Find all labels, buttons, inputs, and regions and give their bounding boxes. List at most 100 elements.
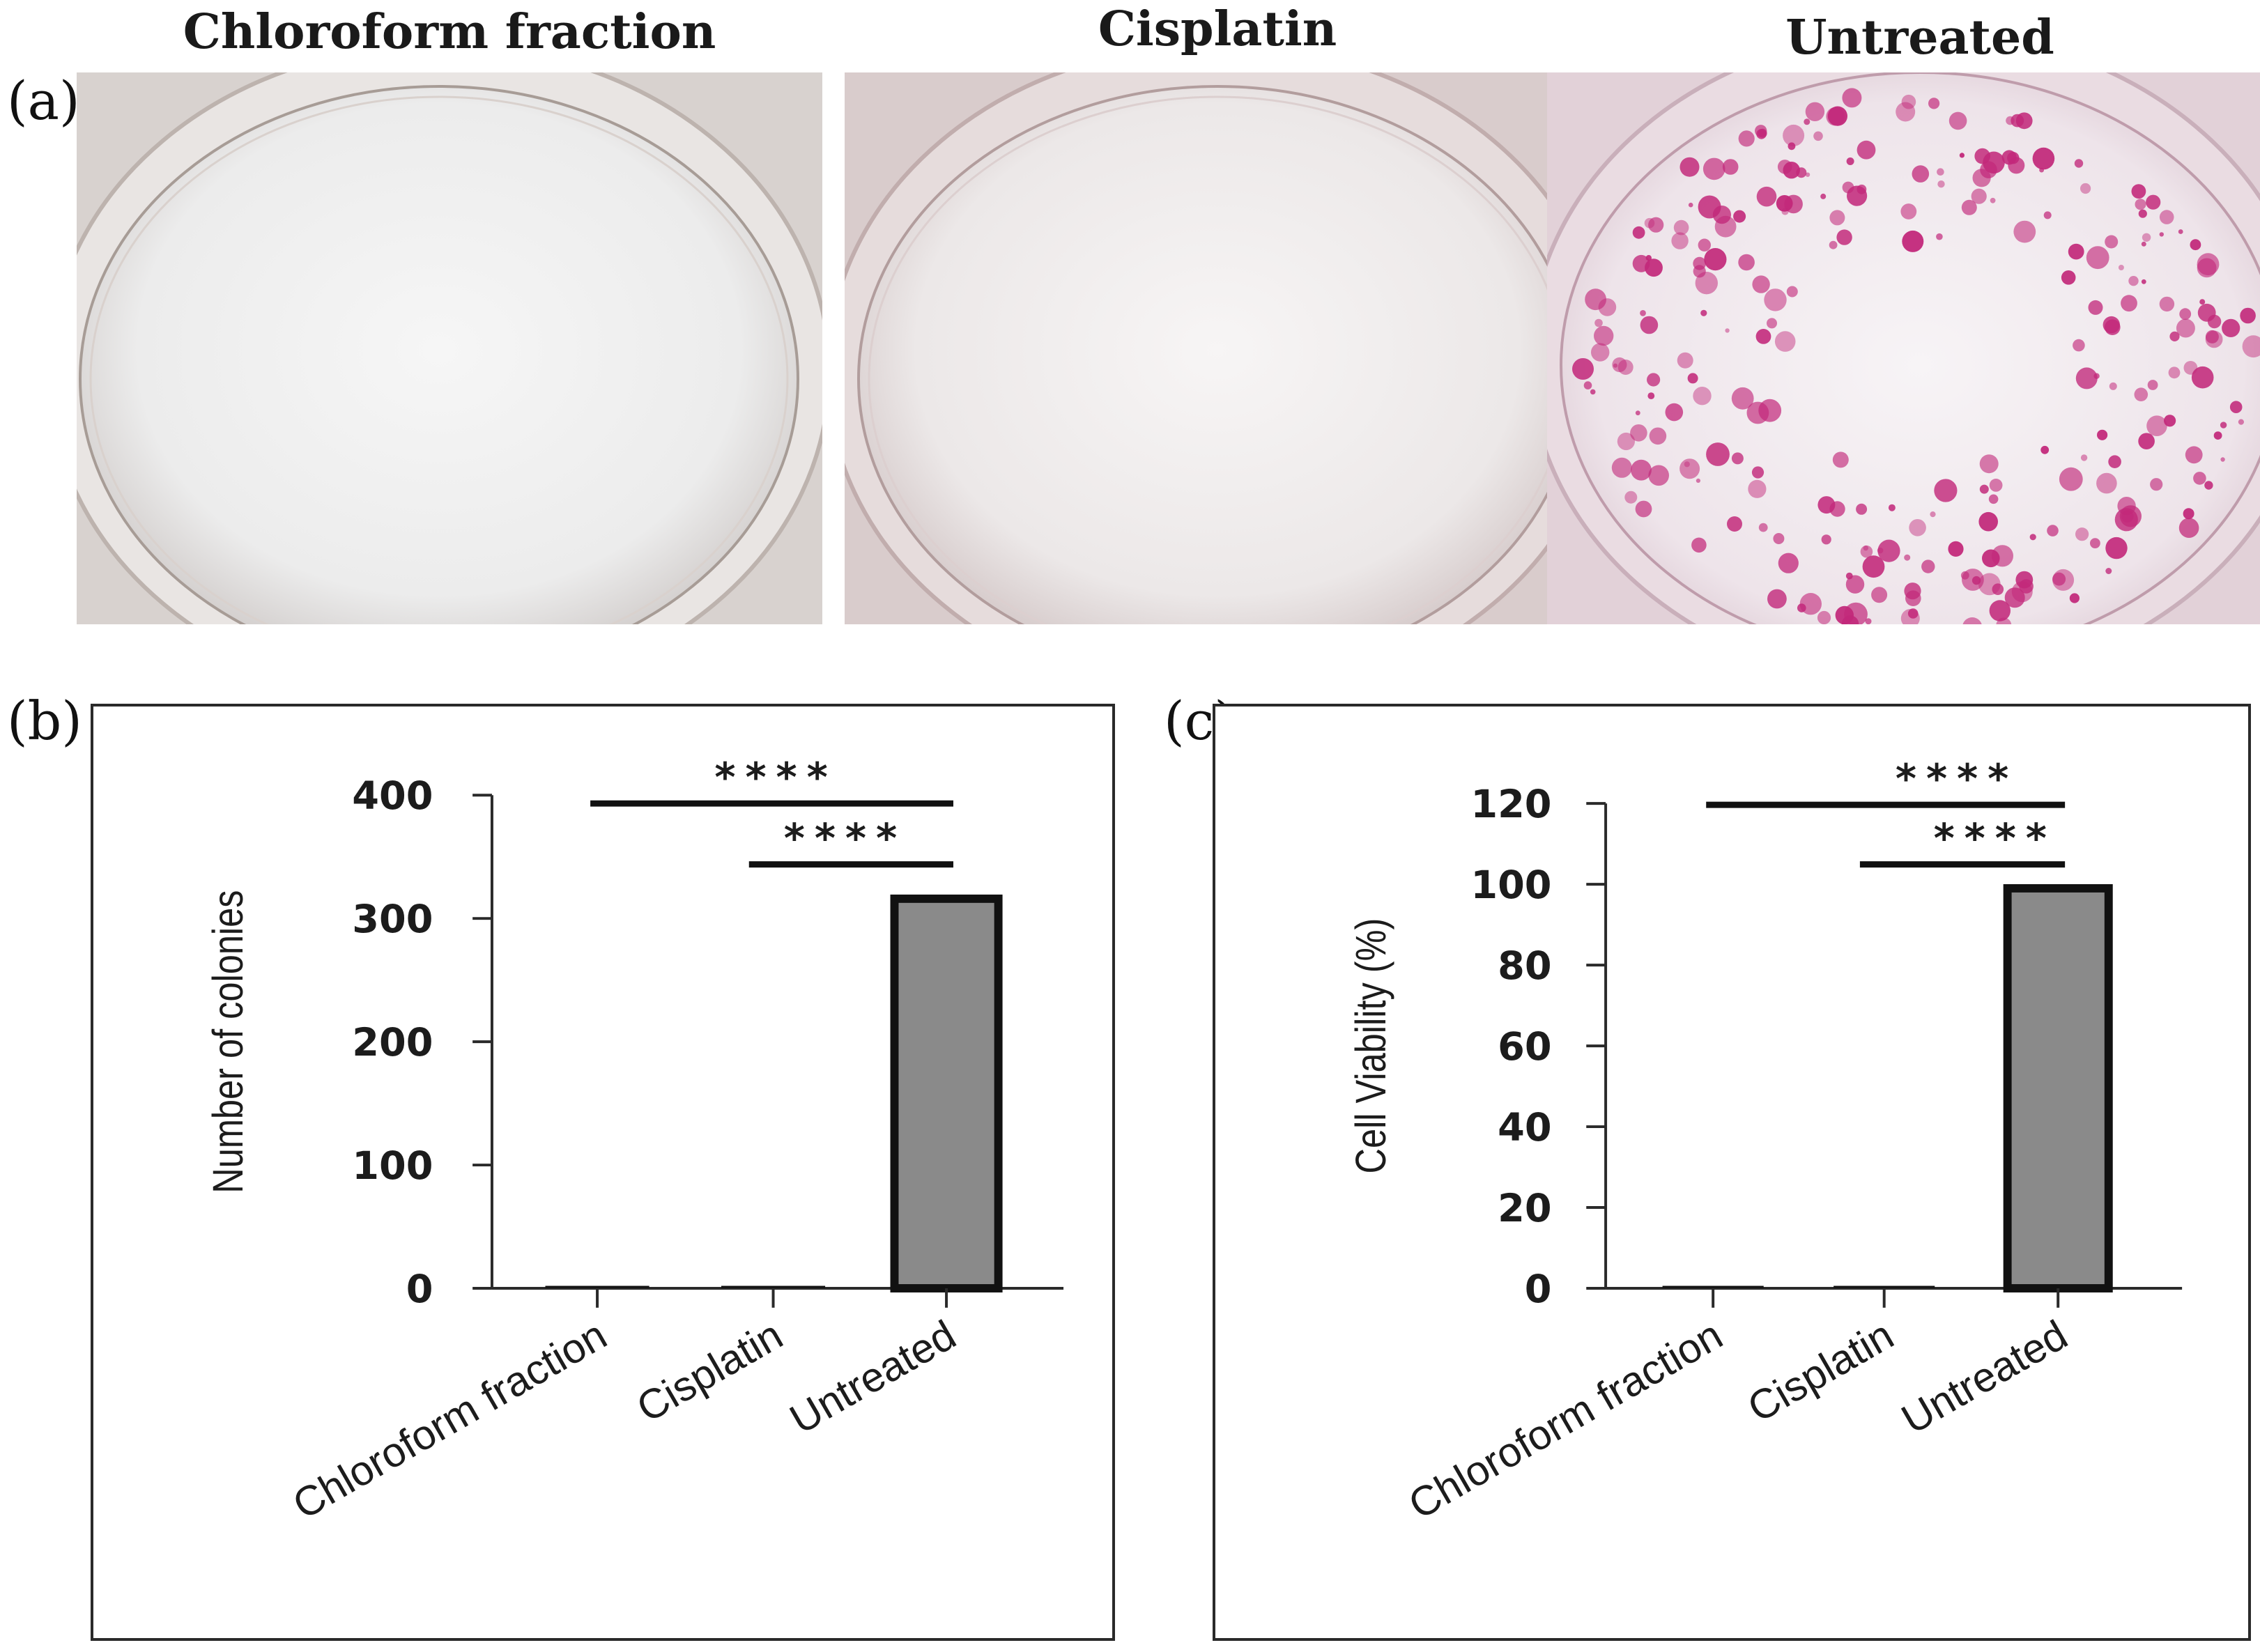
colony-dot [1907,608,1919,619]
colony-dot [2068,243,2084,260]
colony-count-chart: 0 100 200 300 400 Number of colonies Chlorofor… [91,704,1115,1641]
colony-dot [2131,184,2146,199]
colony-dot [1930,511,1936,518]
colony-dot [1988,494,1999,504]
colony-dot [2105,235,2119,249]
colony-dot [2141,241,2146,247]
colony-dot [2222,318,2240,337]
chart-b-bar-2 [890,894,1003,1292]
colony-dot [2109,382,2117,390]
colony-dot [2141,279,2146,284]
colony-dot [1821,534,1831,545]
colony-dot [1979,454,1999,474]
colony-dot [2040,445,2050,454]
colony-dot [1921,559,1935,573]
colony-dot [2204,481,2213,490]
colony-dot [2183,508,2194,520]
colony-dot [1974,148,1990,164]
colony-dot [1640,316,1659,334]
colony-dot [2121,295,2137,312]
colony-dot [1857,184,1867,194]
colony-dot [1948,541,1964,557]
colony-dot [1989,600,2011,622]
chart-c-y-tick-label: 100 [1470,863,1551,908]
colony-dot [1905,590,1921,606]
colony-dot [1702,157,1725,180]
colony-dot [2220,457,2225,462]
colony-dot [1733,210,1746,223]
photo-title-chloroform: Chloroform fraction [183,4,716,60]
colony-dot [1774,331,1796,352]
colony-dot [1827,106,1847,126]
colony-dot [2128,276,2139,286]
colony-dot [2146,194,2161,210]
colony-dot [1990,197,1996,203]
colony-dot [2240,307,2256,324]
chart-c-y-tick-label: 80 [1498,943,1551,989]
colony-dot [1902,230,1924,252]
colony-dot [1799,593,1822,615]
colony-dot [2075,527,2089,541]
chart-c-y-tick-label: 120 [1470,782,1551,827]
colony-dot [1928,98,1940,109]
colony-dot [1936,233,1943,240]
colony-dot [1758,399,1782,422]
colony-dot [2197,253,2220,276]
colony-dot [1863,545,1868,551]
colony-dot [1696,478,1700,484]
colony-dot [1786,286,1798,298]
colony-dot [1698,238,1711,252]
colony-dot [1731,452,1744,465]
colony-dot [2242,335,2260,358]
colony-dot [2205,330,2219,343]
chart-c-y-axis-title: Cell Viability (%) [1346,918,1394,1174]
colony-dot [2052,569,2075,591]
panel-b-letter: (b) [7,690,82,752]
colony-dot [1982,549,2000,568]
colony-dot [1677,352,1693,369]
chart-c-category-label-1: Cisplatin [1740,1311,1902,1431]
colony-dot [2159,296,2175,312]
colony-dot [1979,484,1989,494]
colony-dot [1788,142,1796,150]
colony-dot [1784,194,1803,214]
colony-dot [1725,328,1730,333]
colony-dot [1900,609,1920,624]
colony-dot [1649,427,1667,445]
colony-dot [2032,147,2055,170]
colony-dot [1857,140,1876,160]
colony-dot [2134,387,2148,401]
colony-dot [1738,254,1755,271]
colony-dot [1996,617,2012,624]
colony-dot [2191,366,2214,389]
colony-dot [1712,206,1731,224]
colony-dot [2118,265,2124,270]
colony-dot [2220,422,2227,429]
colony-dot [1904,554,1911,561]
colony-dot [1731,387,1754,410]
colony-dot [2178,229,2183,234]
colony-dot [1673,219,1689,236]
colony-dot [1645,258,1663,277]
chart-b-y-tick-label: 100 [352,1143,433,1189]
colony-dot [1764,288,1787,311]
chart-b-y-tick-label: 300 [352,897,433,942]
chart-c-y-tick-label: 40 [1498,1105,1551,1150]
colony-dot [1948,111,1967,130]
colony-dot [2108,455,2121,468]
colony-dot [1612,357,1627,373]
colony-dot [1693,387,1712,406]
colony-dot [1900,203,1917,219]
well-photo-untreated [1547,72,2260,624]
colony-dot [1937,168,1944,176]
colony-dot [1877,539,1900,562]
chart-c-significance-stars-0: **** [1896,755,2018,802]
cell-viability-chart: 0 20 40 60 80 100 120 Cell Viability (%) Chlorof… [1213,704,2251,1641]
colony-dot [1971,576,1981,585]
colony-count-chart-svg: 0 100 200 300 400 Number of colonies Chlorofor… [203,753,1064,1528]
colony-dot [1767,318,1777,329]
chart-b-y-axis-title: Number of colonies [203,890,252,1193]
colony-dot [1695,272,1718,295]
colony-dot [1805,102,1825,121]
colony-dot [2080,183,2091,194]
